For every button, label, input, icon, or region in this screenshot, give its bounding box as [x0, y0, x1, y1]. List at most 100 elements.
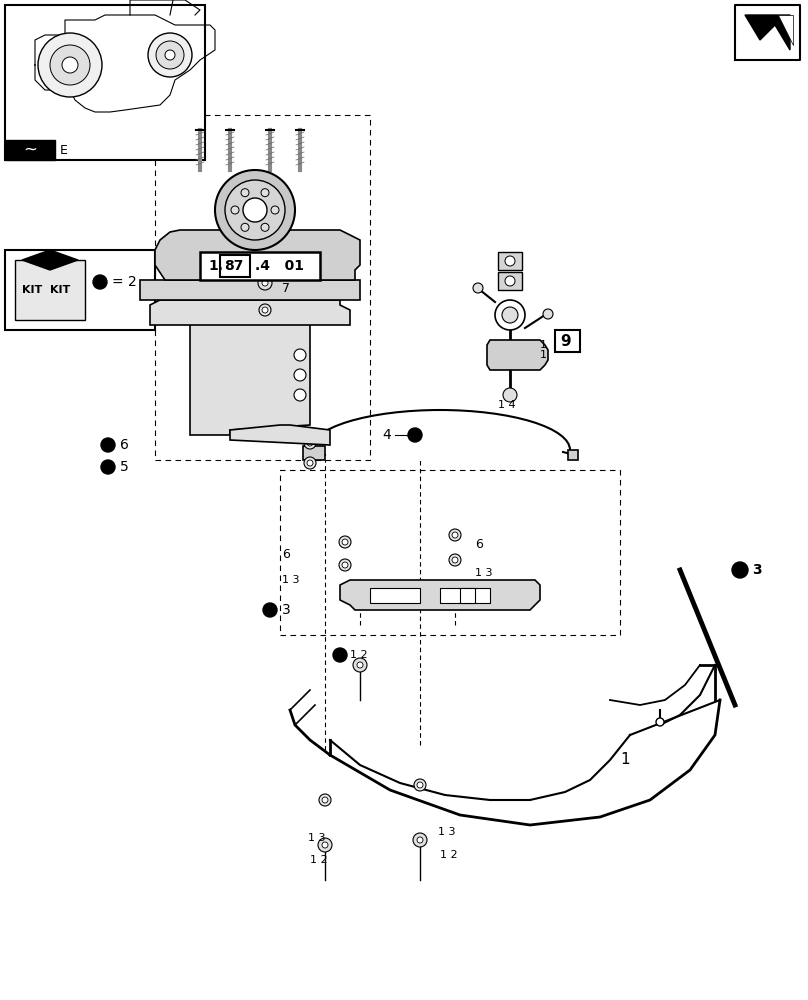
- Circle shape: [38, 33, 102, 97]
- Bar: [440, 588, 490, 603]
- Circle shape: [339, 536, 351, 548]
- Circle shape: [318, 838, 332, 852]
- Text: 1 2: 1 2: [310, 855, 327, 865]
- Polygon shape: [140, 280, 360, 300]
- Circle shape: [262, 307, 268, 313]
- Polygon shape: [487, 340, 548, 370]
- Text: 4: 4: [382, 428, 391, 442]
- Polygon shape: [340, 580, 540, 610]
- Circle shape: [449, 529, 461, 541]
- Text: 1.: 1.: [208, 259, 223, 273]
- Circle shape: [503, 388, 517, 402]
- Circle shape: [342, 562, 348, 568]
- Circle shape: [322, 842, 328, 848]
- Circle shape: [93, 275, 107, 289]
- Circle shape: [357, 662, 363, 668]
- Bar: [460, 588, 475, 603]
- Text: 1 2: 1 2: [440, 850, 457, 860]
- Circle shape: [263, 603, 277, 617]
- Bar: [303, 446, 325, 460]
- Text: 1.87: 1.87: [212, 259, 246, 273]
- Bar: [370, 588, 420, 603]
- Circle shape: [732, 562, 748, 578]
- Circle shape: [261, 223, 269, 231]
- Text: 6: 6: [120, 438, 128, 452]
- Circle shape: [417, 782, 423, 788]
- Circle shape: [101, 438, 115, 452]
- Text: KIT: KIT: [22, 285, 42, 295]
- Text: 1 4: 1 4: [498, 400, 516, 410]
- Circle shape: [342, 539, 348, 545]
- Polygon shape: [230, 425, 330, 445]
- Circle shape: [413, 833, 427, 847]
- Text: KIT: KIT: [50, 285, 70, 295]
- Circle shape: [495, 300, 525, 330]
- Text: 1: 1: [540, 340, 547, 350]
- Text: 1 2: 1 2: [350, 650, 368, 660]
- Circle shape: [225, 180, 285, 240]
- Circle shape: [258, 276, 272, 290]
- Circle shape: [241, 189, 249, 197]
- Text: 8: 8: [282, 263, 290, 276]
- Circle shape: [241, 223, 249, 231]
- Circle shape: [353, 658, 367, 672]
- Bar: [5, 140, 55, 160]
- Bar: [568, 450, 578, 460]
- Circle shape: [62, 57, 78, 73]
- Circle shape: [165, 50, 175, 60]
- Circle shape: [656, 718, 664, 726]
- Text: 5: 5: [120, 460, 128, 474]
- Circle shape: [148, 33, 192, 77]
- Text: 6: 6: [282, 548, 290, 562]
- Circle shape: [215, 170, 295, 250]
- Polygon shape: [745, 15, 790, 50]
- Bar: [5, 5, 205, 160]
- Circle shape: [243, 198, 267, 222]
- Text: 87: 87: [224, 259, 243, 273]
- Circle shape: [231, 206, 239, 214]
- Circle shape: [408, 428, 422, 442]
- Circle shape: [414, 779, 426, 791]
- Text: 3: 3: [282, 603, 291, 617]
- Circle shape: [271, 206, 279, 214]
- Polygon shape: [155, 230, 360, 280]
- Polygon shape: [22, 250, 78, 270]
- Text: .4   01: .4 01: [255, 259, 304, 273]
- Bar: [498, 272, 522, 290]
- Bar: [220, 255, 250, 277]
- Polygon shape: [150, 300, 350, 325]
- Circle shape: [452, 532, 458, 538]
- Circle shape: [259, 304, 271, 316]
- Text: E: E: [60, 143, 68, 156]
- Polygon shape: [778, 15, 793, 45]
- Text: 1 3: 1 3: [438, 827, 456, 837]
- Circle shape: [339, 559, 351, 571]
- Bar: [5, 250, 155, 330]
- Text: 7: 7: [282, 282, 290, 294]
- Circle shape: [156, 41, 184, 69]
- Text: 1: 1: [620, 752, 629, 768]
- Circle shape: [322, 797, 328, 803]
- Circle shape: [333, 648, 347, 662]
- Circle shape: [543, 309, 553, 319]
- Bar: [555, 330, 580, 352]
- Circle shape: [307, 460, 313, 466]
- Text: 3: 3: [752, 563, 762, 577]
- Circle shape: [294, 349, 306, 361]
- Circle shape: [319, 794, 331, 806]
- Text: 1 3: 1 3: [475, 568, 493, 578]
- Circle shape: [294, 389, 306, 401]
- Circle shape: [505, 256, 515, 266]
- Circle shape: [449, 554, 461, 566]
- Text: 1 3: 1 3: [308, 833, 326, 843]
- Circle shape: [262, 280, 268, 286]
- Text: 9: 9: [560, 334, 570, 349]
- Circle shape: [261, 189, 269, 197]
- Circle shape: [473, 283, 483, 293]
- Polygon shape: [190, 310, 310, 435]
- Text: = 2: = 2: [112, 275, 137, 289]
- Circle shape: [502, 307, 518, 323]
- Circle shape: [505, 276, 515, 286]
- Text: ~: ~: [23, 141, 37, 159]
- Circle shape: [304, 437, 316, 449]
